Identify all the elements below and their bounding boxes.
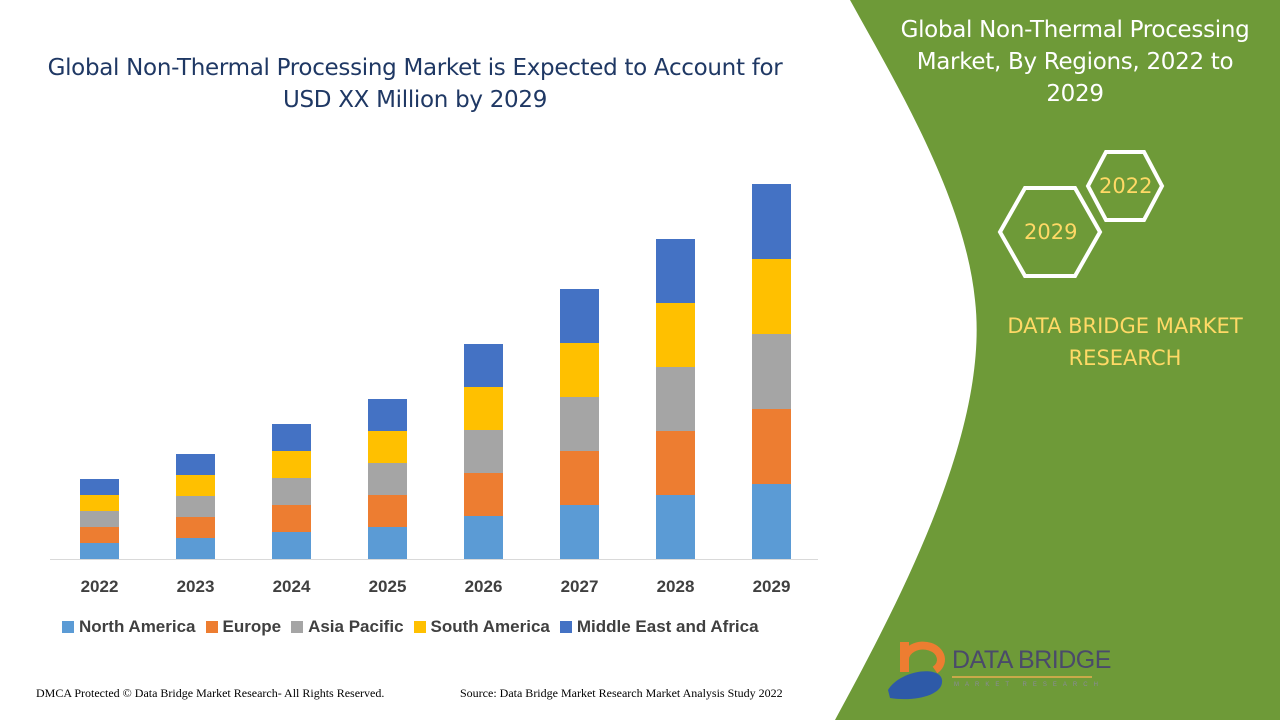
legend-label: Middle East and Africa [576,617,759,636]
bar-segment-2026-middle-east-and-africa [464,344,503,387]
legend-swatch [559,621,572,633]
bar-segment-2022-europe [80,527,119,543]
hex-label-2029: 2029 [1024,220,1078,244]
legend-item: Europe [205,617,282,637]
bar-segment-2025-middle-east-and-africa [368,399,407,431]
bar-segment-2023-south-america [176,475,215,496]
bar-segment-2022-asia-pacific [80,511,119,527]
bar-segment-2022-south-america [80,495,119,511]
bar-segment-2028-asia-pacific [656,367,695,431]
bar-segment-2024-middle-east-and-africa [272,424,311,451]
bar-segment-2024-asia-pacific [272,478,311,505]
legend-label: North America [79,617,196,636]
bar-segment-2022-middle-east-and-africa [80,479,119,495]
x-tick-label: 2028 [657,577,695,596]
x-tick-label: 2027 [561,577,599,596]
bar-segment-2024-south-america [272,451,311,478]
copyright-notice: DMCA Protected © Data Bridge Market Rese… [36,686,385,700]
bar-segment-2025-north-america [368,527,407,559]
hex-label-2022: 2022 [1099,174,1153,198]
x-tick-label: 2029 [753,577,791,596]
hexagon-2022 [1085,150,1165,222]
bar-segment-2023-europe [176,517,215,538]
source-note: Source: Data Bridge Market Research Mark… [460,686,783,700]
bar-segment-2023-asia-pacific [176,496,215,517]
bar-segment-2026-south-america [464,387,503,430]
bar-segment-2029-asia-pacific [752,334,791,409]
side-panel-title: Global Non-Thermal Processing Market, By… [900,17,1250,107]
bar-segment-2029-south-america [752,259,791,334]
bar-segment-2029-middle-east-and-africa [752,184,791,259]
legend-item: Asia Pacific [291,617,404,637]
brand-name: DATA BRIDGE MARKET RESEARCH [1007,314,1243,370]
legend-swatch [291,621,304,633]
bar-segment-2027-middle-east-and-africa [560,289,599,343]
logo-icon [888,641,945,700]
bar-segment-2027-europe [560,451,599,505]
bar-segment-2025-asia-pacific [368,463,407,495]
bar-segment-2025-europe [368,495,407,527]
legend-swatch [205,621,218,633]
legend-item: North America [62,617,196,637]
bar-segment-2024-north-america [272,532,311,559]
logo-subtext: MARKET RESEARCH [954,682,1104,688]
bar-segment-2023-north-america [176,538,215,559]
legend: North America Europe Asia Pacific South Ame… [62,617,759,637]
x-tick-label: 2024 [273,577,311,596]
x-tick-label: 2022 [81,577,119,596]
bar-segment-2026-north-america [464,516,503,559]
bar-segment-2024-europe [272,505,311,532]
bar-segment-2026-asia-pacific [464,430,503,473]
legend-label: Europe [222,617,282,636]
bar-segment-2025-south-america [368,431,407,463]
bar-segment-2022-north-america [80,543,119,559]
bar-segment-2026-europe [464,473,503,516]
bar-segment-2028-europe [656,431,695,495]
x-tick-label: 2025 [369,577,407,596]
bar-segment-2023-middle-east-and-africa [176,454,215,475]
legend-label: Asia Pacific [308,617,404,636]
legend-item: South America [413,617,550,637]
logo-text: DATA BRIDGE [952,646,1111,674]
stacked-bar-chart: 2022 2023 2024 2025 2026 2027 2028 2029 [50,184,818,596]
legend-label: South America [430,617,550,636]
bar-segment-2029-north-america [752,484,791,559]
chart-title: Global Non-Thermal Processing Market is … [47,55,783,113]
legend-item: Middle East and Africa [559,617,759,637]
bar-segment-2029-europe [752,409,791,484]
legend-swatch [413,621,426,633]
bar-segment-2028-south-america [656,303,695,367]
bar-segment-2027-north-america [560,505,599,559]
x-tick-label: 2026 [465,577,503,596]
bar-segment-2028-north-america [656,495,695,559]
side-panel-bg [835,0,1280,720]
bar-segment-2027-asia-pacific [560,397,599,451]
bar-segment-2028-middle-east-and-africa [656,239,695,303]
bar-segment-2027-south-america [560,343,599,397]
x-tick-label: 2023 [177,577,215,596]
legend-swatch [62,621,74,633]
hexagon-2029 [997,186,1103,278]
